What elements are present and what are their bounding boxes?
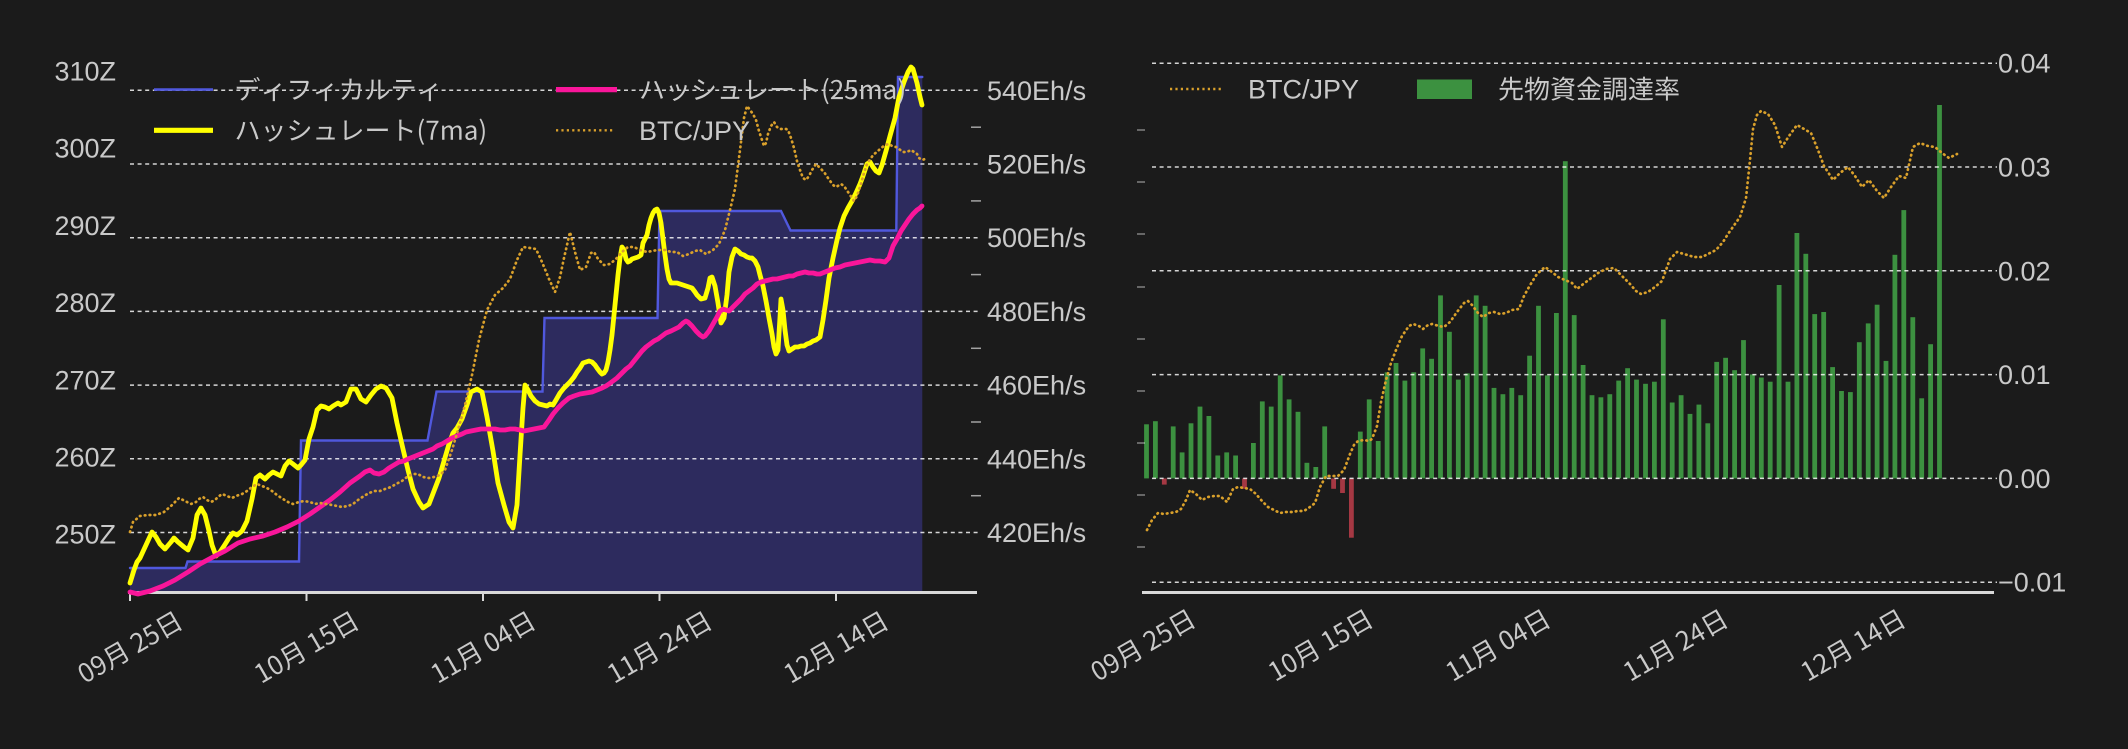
svg-text:440Eh/s: 440Eh/s [987, 444, 1086, 474]
svg-text:500Eh/s: 500Eh/s [987, 223, 1086, 253]
svg-text:290Z: 290Z [54, 211, 116, 241]
svg-text:280Z: 280Z [54, 288, 116, 318]
svg-text:250Z: 250Z [54, 520, 116, 550]
svg-text:BTC/JPY: BTC/JPY [1248, 75, 1359, 105]
svg-text:480Eh/s: 480Eh/s [987, 297, 1086, 327]
svg-text:260Z: 260Z [54, 443, 116, 473]
svg-text:310Z: 310Z [54, 57, 116, 87]
svg-text:300Z: 300Z [54, 134, 116, 164]
svg-text:420Eh/s: 420Eh/s [987, 518, 1086, 548]
svg-text:460Eh/s: 460Eh/s [987, 371, 1086, 401]
svg-text:540Eh/s: 540Eh/s [987, 76, 1086, 106]
svg-text:270Z: 270Z [54, 365, 116, 395]
svg-text:−0.01: −0.01 [1998, 568, 2066, 598]
svg-text:0.03: 0.03 [1998, 153, 2051, 183]
svg-text:520Eh/s: 520Eh/s [987, 150, 1086, 180]
svg-text:0.04: 0.04 [1998, 49, 2051, 79]
svg-text:0.00: 0.00 [1998, 464, 2051, 494]
svg-text:BTC/JPY: BTC/JPY [639, 116, 750, 146]
svg-text:0.02: 0.02 [1998, 256, 2051, 286]
svg-text:0.01: 0.01 [1998, 360, 2051, 390]
